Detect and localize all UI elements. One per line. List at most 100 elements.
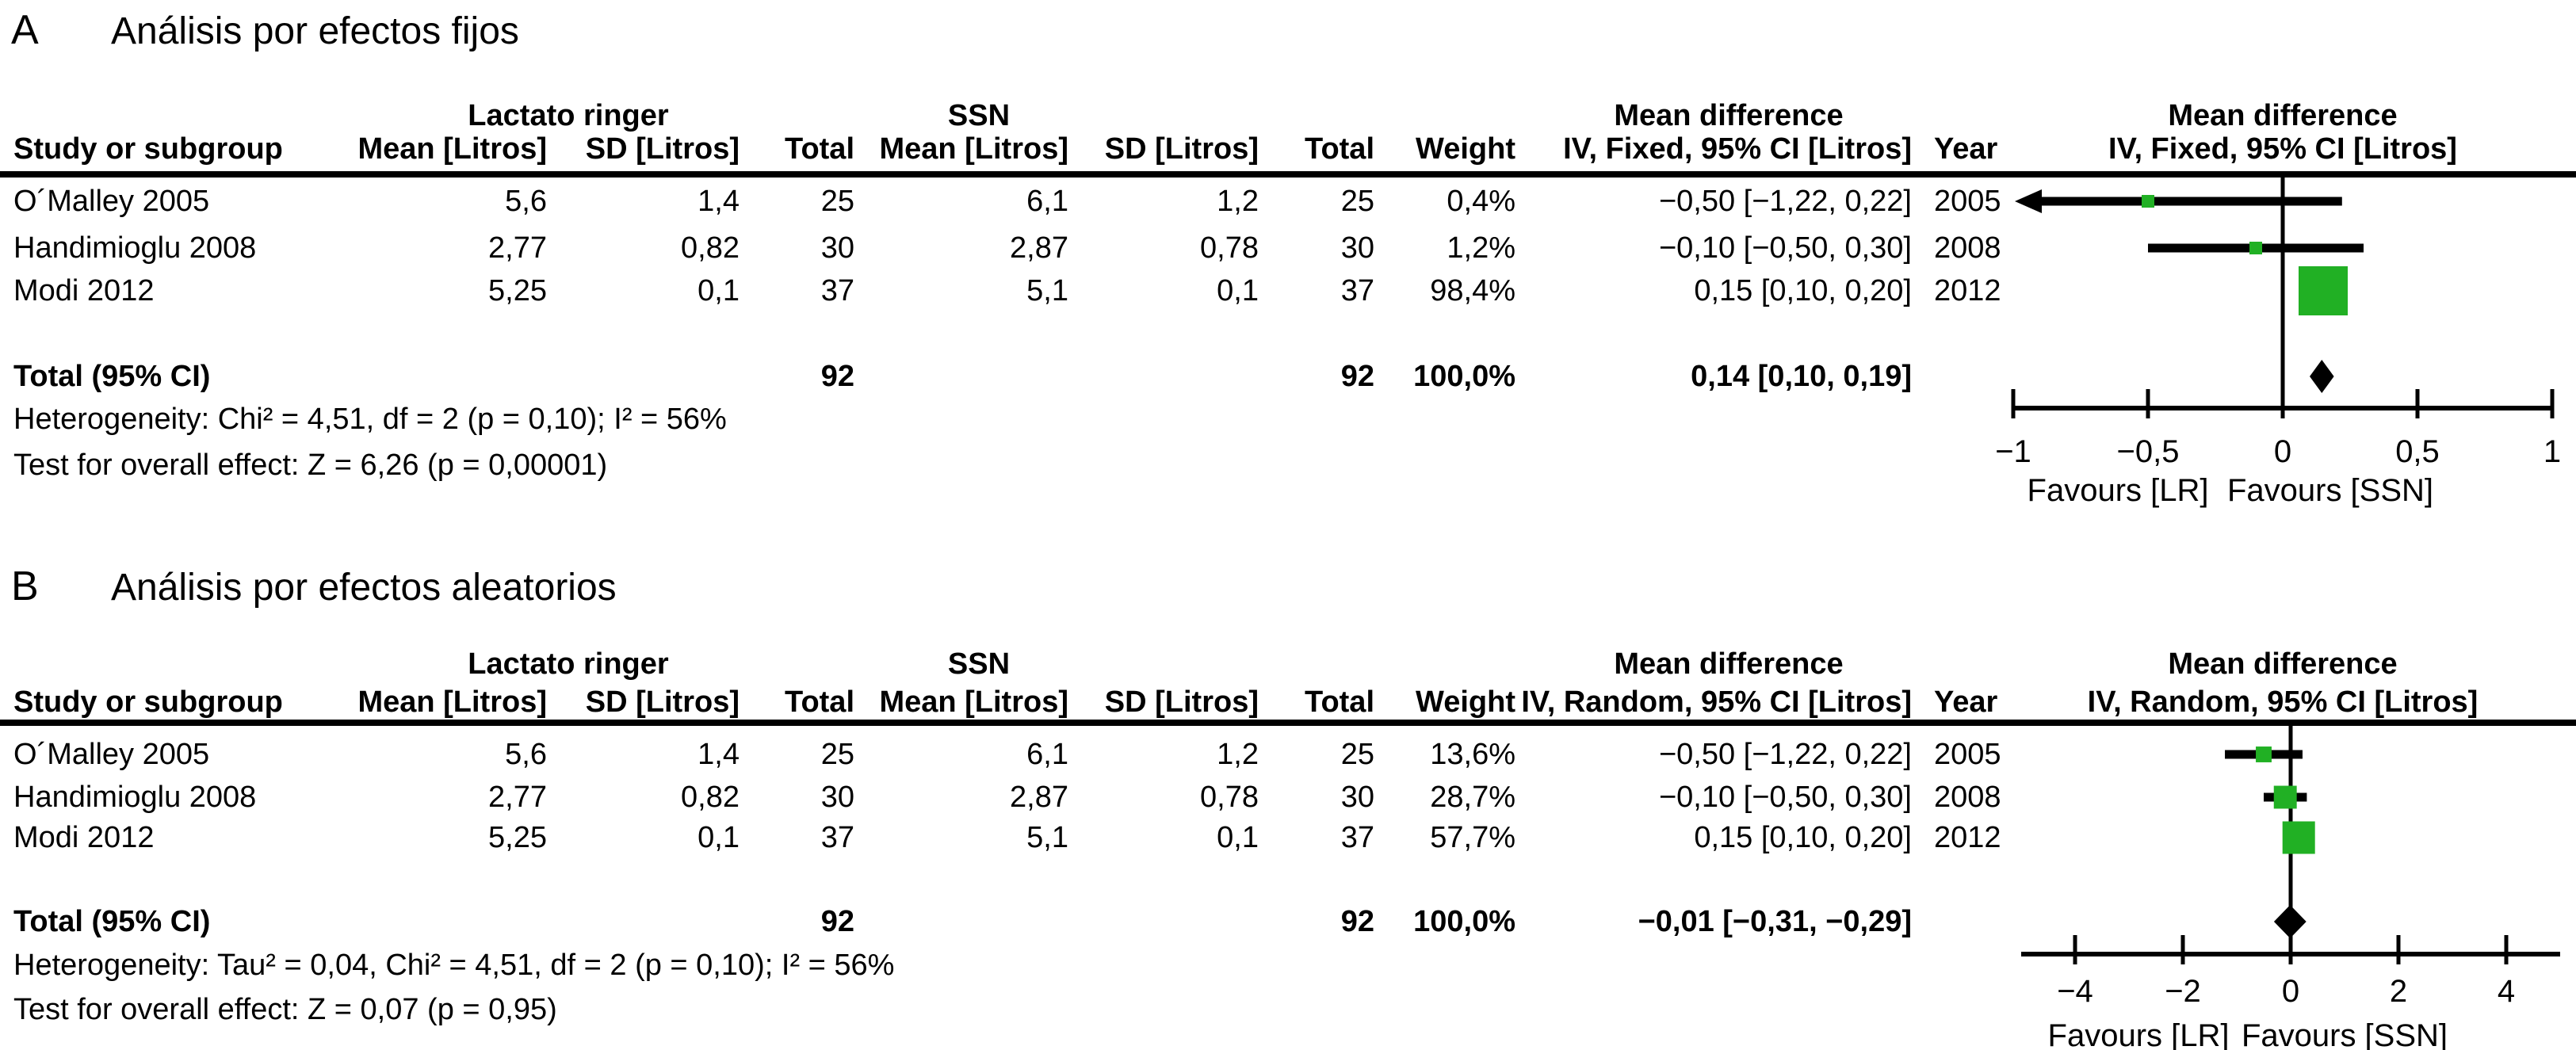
ci-arrow-left: [2015, 189, 2042, 213]
lr-total: 30: [820, 231, 854, 265]
ssn-total: 25: [1340, 738, 1374, 771]
lr-mean: 2,77: [488, 781, 547, 814]
weight: 1,2%: [1447, 231, 1515, 265]
group-header-lactato-ringer: Lactato ringer: [468, 647, 669, 681]
study-name: Handimioglu 2008: [13, 781, 257, 814]
weight: 28,7%: [1430, 781, 1515, 814]
panel-b: B Análisis por efectos aleatorios Lactat…: [0, 556, 2576, 1050]
lr-mean: 5,25: [488, 821, 547, 854]
axis-tick-label: 0: [2274, 434, 2291, 469]
lr-mean: 5,6: [505, 185, 547, 218]
forest-plot-b: −4 −2 0 2 4 Favours [LR] Favours [SSN]: [2021, 726, 2560, 1050]
ssn-sd: 0,1: [1217, 821, 1259, 854]
heterogeneity-note: Heterogeneity: Tau² = 0,04, Chi² = 4,51,…: [13, 949, 895, 982]
weight: 57,7%: [1430, 821, 1515, 854]
lr-sd: 0,82: [681, 781, 740, 814]
col-header-lr-mean: Mean [Litros]: [357, 132, 547, 166]
year: 2005: [1934, 738, 2001, 771]
total-ssn-n: 92: [1340, 360, 1374, 393]
study-name: Handimioglu 2008: [13, 231, 257, 265]
lr-total: 37: [820, 274, 854, 307]
year: 2008: [1934, 781, 2001, 814]
ssn-mean: 2,87: [1010, 781, 1068, 814]
study-name: O´Malley 2005: [13, 185, 210, 218]
lr-mean: 2,77: [488, 231, 547, 265]
lr-total: 37: [820, 821, 854, 854]
effect-square: [2142, 195, 2154, 208]
study-row: O´Malley 2005 5,6 1,4 25 6,1 1,2 25 13,6…: [13, 732, 2007, 777]
overall-effect-note: Test for overall effect: Z = 0,07 (p = 0…: [13, 993, 557, 1026]
ssn-mean: 6,1: [1026, 185, 1068, 218]
header-rule: [0, 720, 2576, 726]
panel-b-title: Análisis por efectos aleatorios: [111, 567, 617, 609]
group-header-lactato-ringer: Lactato ringer: [468, 99, 669, 132]
ssn-mean: 2,87: [1010, 231, 1068, 265]
col-header-ssn-mean: Mean [Litros]: [879, 132, 1068, 166]
study-name: O´Malley 2005: [13, 738, 210, 771]
md-ci-value: −0,50 [−1,22, 0,22]: [1658, 185, 1912, 218]
group-header-row: Lactato ringer SSN Mean difference Mean …: [0, 100, 2576, 132]
group-header-mean-difference-plot: Mean difference: [2168, 99, 2398, 132]
study-row: Handimioglu 2008 2,77 0,82 30 2,87 0,78 …: [13, 775, 2007, 819]
lr-total: 25: [820, 738, 854, 771]
md-ci-value: −0,10 [−0,50, 0,30]: [1658, 781, 1912, 814]
total-weight: 100,0%: [1413, 360, 1515, 393]
axis-tick-label: 0,5: [2395, 434, 2440, 469]
column-header-row: Study or subgroup Mean [Litros] SD [Litr…: [13, 132, 2007, 166]
col-header-year: Year: [1934, 685, 1998, 719]
ssn-total: 30: [1340, 781, 1374, 814]
year: 2012: [1934, 274, 2001, 307]
col-header-ssn-mean: Mean [Litros]: [879, 685, 1068, 719]
col-header-study: Study or subgroup: [13, 132, 283, 166]
overall-effect-note: Test for overall effect: Z = 6,26 (p = 0…: [13, 449, 608, 482]
total-label: Total (95% CI): [13, 360, 211, 393]
year: 2008: [1934, 231, 2001, 265]
ssn-sd: 1,2: [1217, 185, 1259, 218]
year: 2012: [1934, 821, 2001, 854]
ssn-mean: 6,1: [1026, 738, 1068, 771]
ssn-sd: 1,2: [1217, 738, 1259, 771]
lr-mean: 5,6: [505, 738, 547, 771]
lr-sd: 1,4: [698, 185, 740, 218]
panel-a-title: Análisis por efectos fijos: [111, 10, 519, 52]
study-row: Modi 2012 5,25 0,1 37 5,1 0,1 37 57,7% 0…: [13, 815, 2007, 860]
heterogeneity-note: Heterogeneity: Chi² = 4,51, df = 2 (p = …: [13, 403, 727, 436]
lr-total: 30: [820, 781, 854, 814]
total-lr-n: 92: [820, 360, 854, 393]
col-header-study: Study or subgroup: [13, 685, 283, 719]
col-header-md-ci: IV, Random, 95% CI [Litros]: [1521, 685, 1912, 719]
col-header-lr-total: Total: [785, 132, 854, 166]
col-header-lr-total: Total: [785, 685, 854, 719]
col-header-lr-mean: Mean [Litros]: [357, 685, 547, 719]
total-md-ci: −0,01 [−0,31, −0,29]: [1638, 905, 1912, 938]
study-row: Modi 2012 5,25 0,1 37 5,1 0,1 37 98,4% 0…: [13, 269, 2007, 313]
col-header-weight: Weight: [1416, 685, 1515, 719]
ssn-sd: 0,78: [1200, 231, 1259, 265]
md-ci-value: −0,50 [−1,22, 0,22]: [1658, 738, 1912, 771]
col-header-lr-sd: SD [Litros]: [585, 132, 740, 166]
col-header-md-ci-plot: IV, Fixed, 95% CI [Litros]: [2108, 132, 2457, 166]
md-ci-value: 0,15 [0,10, 0,20]: [1694, 274, 1912, 307]
axis-tick-label: −4: [2057, 974, 2093, 1009]
axis-tick-label: 1: [2544, 434, 2561, 469]
md-ci-value: 0,15 [0,10, 0,20]: [1694, 821, 1912, 854]
total-row: Total (95% CI) 92 92 100,0% −0,01 [−0,31…: [13, 899, 2007, 944]
axis-tick-label: 4: [2498, 974, 2515, 1009]
ssn-mean: 5,1: [1026, 274, 1068, 307]
weight: 13,6%: [1430, 738, 1515, 771]
col-header-md-ci: IV, Fixed, 95% CI [Litros]: [1563, 132, 1912, 166]
lr-total: 25: [820, 185, 854, 218]
lr-sd: 1,4: [698, 738, 740, 771]
md-ci-value: −0,10 [−0,50, 0,30]: [1658, 231, 1912, 265]
group-header-mean-difference-plot: Mean difference: [2168, 647, 2398, 681]
panel-a: A Análisis por efectos fijos Lactato rin…: [0, 7, 2576, 508]
effect-square: [2299, 266, 2348, 315]
group-header-ssn: SSN: [947, 99, 1011, 132]
study-name: Modi 2012: [13, 821, 155, 854]
col-header-lr-sd: SD [Litros]: [585, 685, 740, 719]
ssn-total: 30: [1340, 231, 1374, 265]
effect-square: [2249, 242, 2262, 254]
effect-square: [2256, 746, 2272, 762]
column-header-row: Study or subgroup Mean [Litros] SD [Litr…: [13, 685, 2007, 720]
